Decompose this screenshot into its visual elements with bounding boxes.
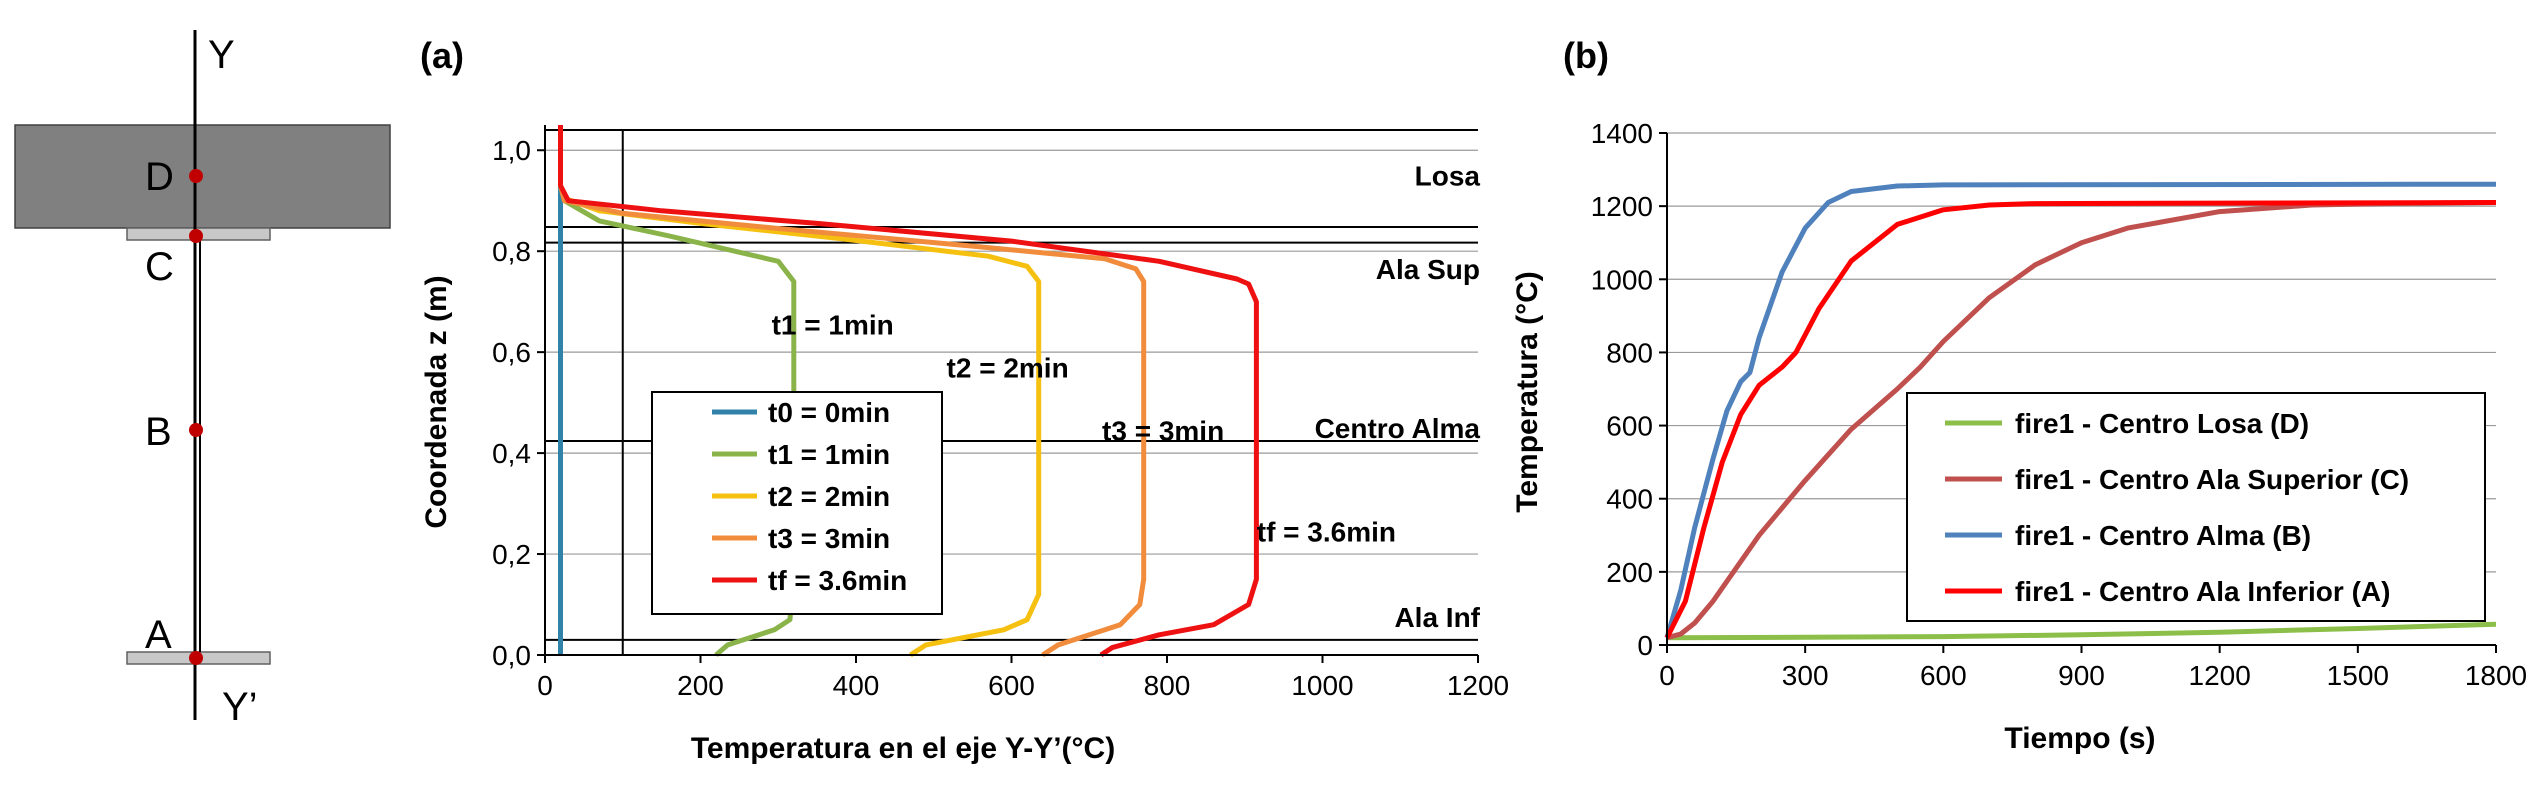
chart-b-y-tick-label: 600 (1606, 411, 1653, 442)
axis-y-top-label: Y (208, 33, 235, 77)
chart-a-legend-box (651, 391, 943, 615)
chart-a-zone-label: Losa (1415, 160, 1481, 191)
point-label-b: B (145, 410, 172, 454)
chart-b: (b) 0 300 600 900 1200 1500 1800 0 200 400 600 800 1… (1511, 35, 2527, 755)
chart-a-x-tick-label: 400 (833, 670, 880, 701)
chart-b-x-tick-label: 1200 (2189, 660, 2251, 691)
chart-a-x-tick-label: 0 (537, 670, 553, 701)
chart-b-series-line-3 (1664, 200, 2497, 639)
chart-b-series-line-1 (1666, 200, 2497, 641)
chart-a-x-tick-label: 800 (1144, 670, 1191, 701)
chart-b-series (1664, 181, 2497, 641)
chart-a-y-tick-label: 0,2 (492, 539, 531, 570)
axis-y-bottom-label: Y’ (222, 685, 258, 729)
chart-a-legend-label: t2 = 2min (768, 481, 890, 512)
chart-a-y-tick-label: 0,0 (492, 640, 531, 671)
section-schematic: Y Y’ D C B A (14, 30, 391, 729)
chart-b-y-tick-label: 1000 (1591, 264, 1653, 295)
chart-a-y-tick-label: 0,6 (492, 337, 531, 368)
chart-a-series (558, 125, 1259, 658)
point-label-d: D (145, 155, 174, 199)
point-d-marker (189, 169, 203, 183)
chart-b-y-tick-label: 1200 (1591, 191, 1653, 222)
chart-a: (a) 0 200 400 600 800 1000 1200 0,0 0,2 0,4 0,6 0,8… (420, 35, 1509, 765)
chart-a-panel-label: (a) (420, 35, 464, 76)
point-b-marker (189, 423, 203, 437)
chart-a-annotation: tf = 3.6min (1257, 516, 1396, 547)
chart-a-zone-label: Ala Inf (1394, 602, 1480, 633)
chart-b-y-tick-label: 400 (1606, 484, 1653, 515)
chart-b-x-tick-label: 300 (1782, 660, 1829, 691)
chart-a-legend-label: t0 = 0min (768, 397, 890, 428)
chart-a-legend-label: t3 = 3min (768, 523, 890, 554)
chart-a-x-tick-label: 200 (677, 670, 724, 701)
chart-b-series-line-0 (1666, 621, 2497, 641)
chart-a-zone-label: Ala Sup (1376, 254, 1480, 285)
chart-a-tick-labels: 0 200 400 600 800 1000 1200 0,0 0,2 0,4 0,6 0,8 1,0 (492, 135, 1509, 701)
chart-b-x-axis-title: Tiempo (s) (2004, 722, 2155, 755)
chart-b-legend-box (1906, 392, 2486, 622)
chart-b-y-tick-label: 800 (1606, 337, 1653, 368)
chart-a-zone-label: Centro Alma (1315, 413, 1481, 444)
chart-b-x-tick-label: 900 (2058, 660, 2105, 691)
chart-a-annotation: t1 = 1min (772, 309, 894, 340)
chart-a-y-tick-label: 0,4 (492, 438, 531, 469)
chart-b-legend-label: fire1 - Centro Losa (D) (2015, 408, 2309, 439)
chart-a-x-axis-title: Temperatura en el eje Y-Y’(°C) (691, 732, 1115, 765)
chart-b-legend-label: fire1 - Centro Alma (B) (2015, 520, 2311, 551)
chart-a-x-tick-label: 1000 (1291, 670, 1353, 701)
chart-b-x-tick-label: 0 (1659, 660, 1675, 691)
chart-a-legend: t0 = 0min t1 = 1min t2 = 2min t3 = 3min tf =… (651, 391, 943, 615)
chart-b-y-tick-label: 200 (1606, 557, 1653, 588)
chart-b-y-axis-title: Temperatura (°C) (1511, 271, 1544, 512)
chart-a-x-tick-label: 1200 (1447, 670, 1509, 701)
chart-b-tick-labels: 0 300 600 900 1200 1500 1800 0 200 400 600 800 1000 1… (1591, 118, 2527, 691)
chart-a-zone-labels: Losa Ala Sup Centro Alma Ala Inf (1315, 160, 1481, 633)
chart-b-y-tick-label: 0 (1637, 630, 1653, 661)
chart-b-series-line-2 (1664, 181, 2497, 639)
chart-b-legend-label: fire1 - Centro Ala Inferior (A) (2015, 576, 2390, 607)
chart-b-legend-label: fire1 - Centro Ala Superior (C) (2015, 464, 2409, 495)
chart-b-y-tick-label: 1400 (1591, 118, 1653, 149)
chart-b-panel-label: (b) (1563, 35, 1609, 76)
chart-a-y-tick-label: 1,0 (492, 135, 531, 166)
chart-b-x-tick-label: 600 (1920, 660, 1967, 691)
point-label-a: A (145, 613, 172, 657)
point-a-marker (189, 651, 203, 665)
chart-b-x-tick-label: 1500 (2327, 660, 2389, 691)
chart-a-annotation: t2 = 2min (947, 352, 1069, 383)
chart-a-series-line-4 (558, 125, 1259, 658)
chart-a-legend-label: t1 = 1min (768, 439, 890, 470)
chart-a-y-tick-label: 0,8 (492, 236, 531, 267)
chart-a-annotations: t1 = 1min t2 = 2min t3 = 3min tf = 3.6min (772, 309, 1396, 547)
chart-b-x-tick-label: 1800 (2465, 660, 2527, 691)
chart-a-annotation: t3 = 3min (1102, 415, 1224, 446)
point-label-c: C (145, 245, 174, 289)
chart-a-x-tick-label: 600 (988, 670, 1035, 701)
chart-a-y-axis-title: Coordenada z (m) (420, 275, 453, 528)
chart-a-series-line-3 (558, 125, 1147, 658)
chart-a-legend-label: tf = 3.6min (768, 565, 907, 596)
point-c-marker (189, 229, 203, 243)
chart-b-legend: fire1 - Centro Losa (D) fire1 - Centro Al… (1906, 392, 2486, 622)
